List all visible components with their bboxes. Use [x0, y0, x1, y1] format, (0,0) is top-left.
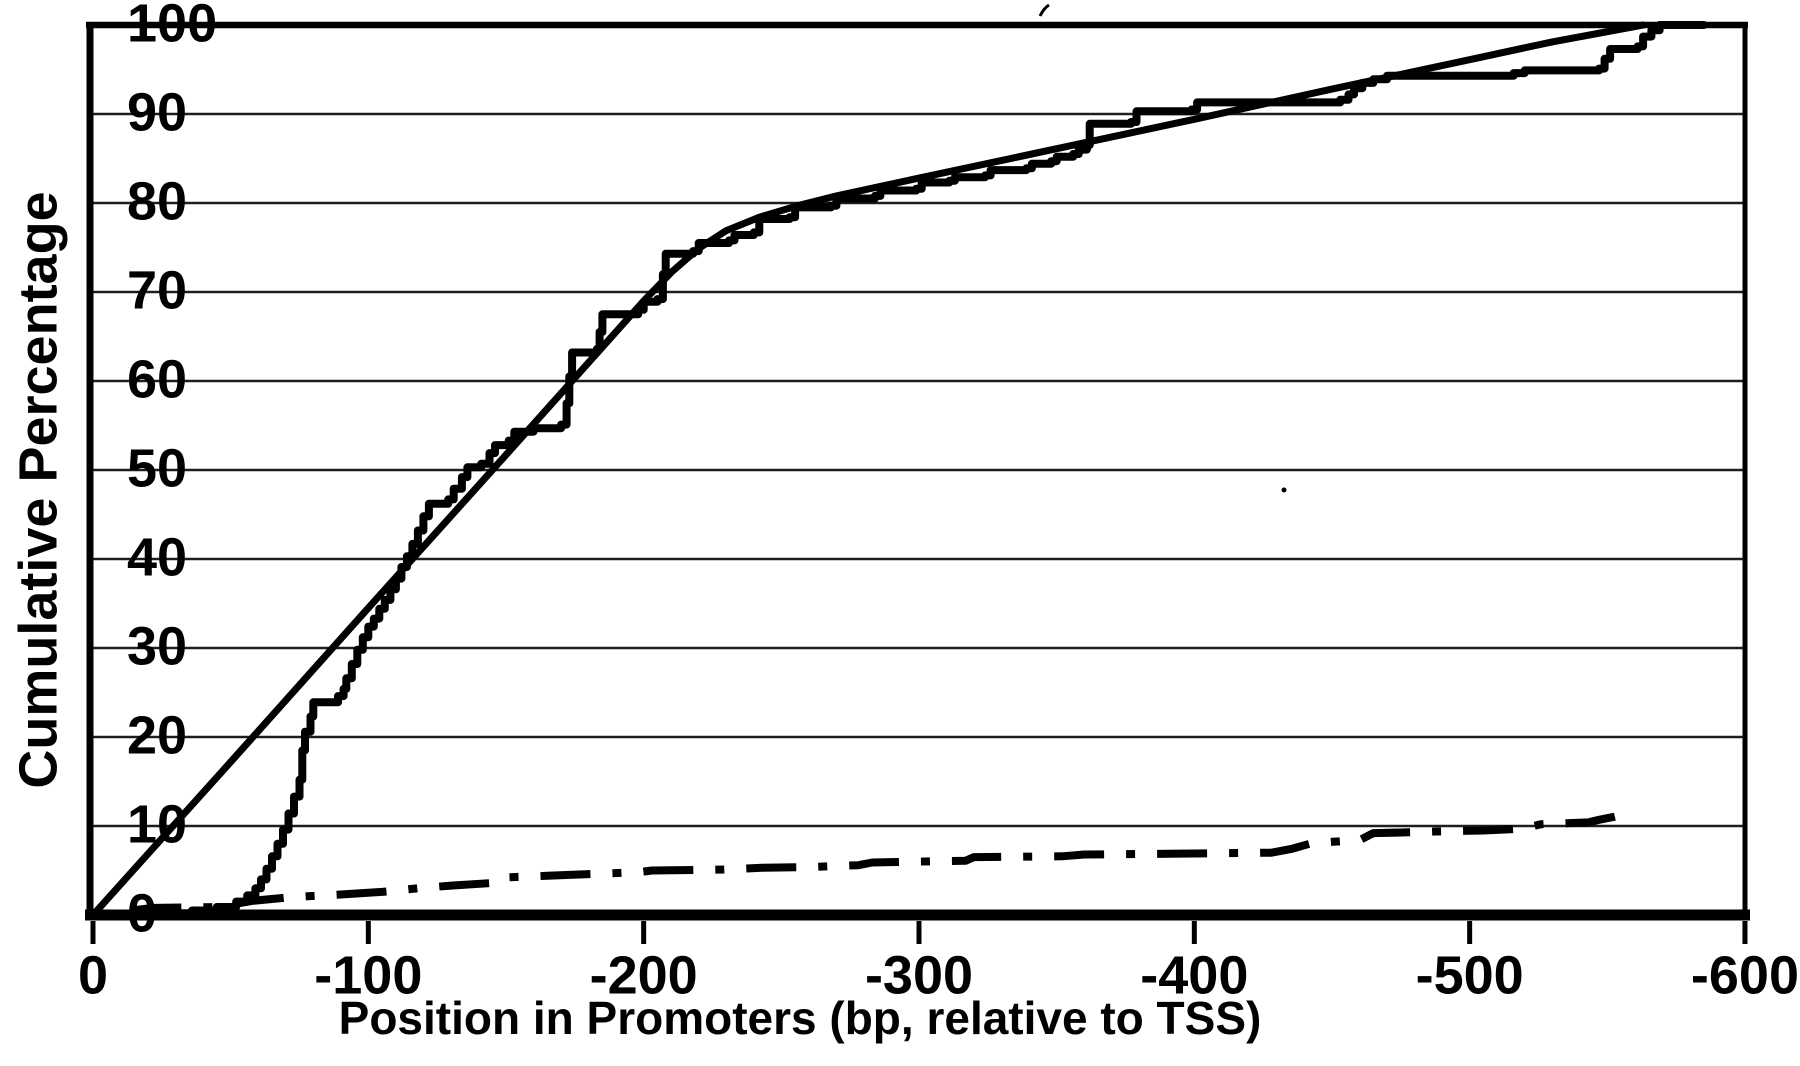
y-tick-label-70: 70	[127, 260, 187, 320]
x-axis-title: Position in Promoters (bp, relative to T…	[339, 992, 1262, 1044]
x-tick-label--300: -300	[865, 945, 973, 1005]
data-series-layer	[89, 21, 1708, 919]
y-tick-label-80: 80	[127, 171, 187, 231]
plot-frame-layer	[85, 21, 1750, 921]
observed-cumulative-step-curve	[89, 21, 1708, 919]
gridlines-layer	[92, 112, 1744, 828]
y-tick-label-0: 0	[127, 883, 157, 943]
y-tick-label-40: 40	[127, 527, 187, 587]
x-tick-label--600: -600	[1691, 945, 1799, 1005]
tick-labels-layer: 0 -100 -200 -300 -400 -500 -600 0 10 20 30 40 50 60 70…	[78, 0, 1799, 1005]
scan-artifact-dot	[1281, 487, 1287, 493]
y-tick-label-60: 60	[127, 349, 187, 409]
x-tick-label--100: -100	[314, 945, 422, 1005]
y-tick-label-50: 50	[127, 438, 187, 498]
y-tick-label-90: 90	[127, 82, 187, 142]
y-tick-label-30: 30	[127, 616, 187, 676]
reference-expected-line	[89, 21, 1647, 919]
x-tick-label--500: -500	[1416, 945, 1524, 1005]
y-tick-label-100: 100	[127, 0, 217, 53]
y-tick-label-10: 10	[127, 794, 187, 854]
axis-ticks-layer	[90, 921, 1748, 944]
control-dash-dot-curve	[131, 810, 1625, 915]
y-tick-label-20: 20	[127, 705, 187, 765]
scan-artifact-mark	[1038, 3, 1050, 17]
x-tick-label--400: -400	[1140, 945, 1248, 1005]
x-tick-label-0: 0	[78, 945, 108, 1005]
x-tick-label--200: -200	[590, 945, 698, 1005]
y-axis-title: Cumulative Percentage	[8, 191, 68, 788]
